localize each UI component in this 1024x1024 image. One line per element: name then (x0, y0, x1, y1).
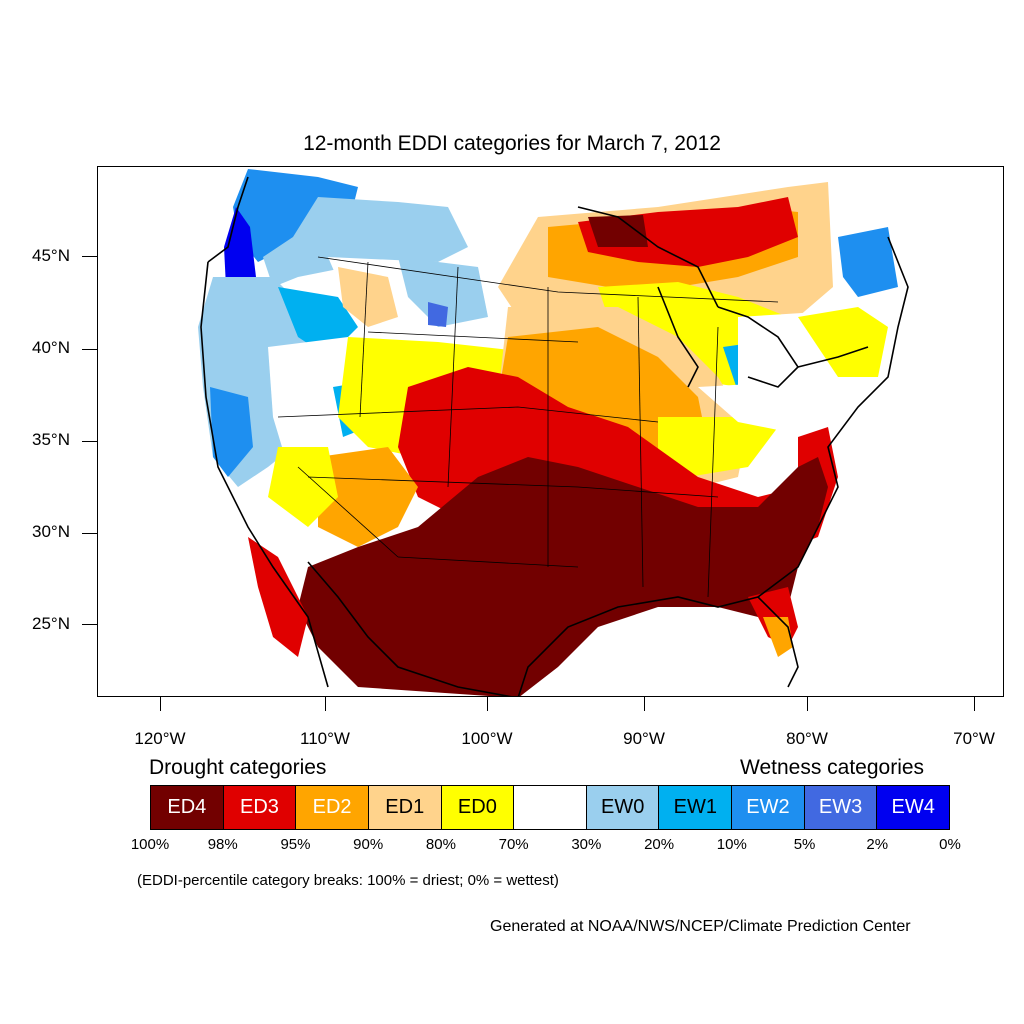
lon-label-110: 110°W (300, 729, 350, 748)
region-ed0-southwest (268, 447, 338, 527)
lat-tick (82, 441, 97, 442)
percent-break-label: 90% (353, 836, 384, 853)
lat-tick (82, 624, 97, 625)
percent-break-label: 2% (866, 836, 889, 853)
region-ew2-montana (428, 302, 448, 327)
percent-break-label: 95% (280, 836, 311, 853)
legend-cell-ed1: ED1 (368, 786, 442, 829)
percent-break-label: 98% (207, 836, 238, 853)
state-borders (277, 256, 779, 598)
lat-label-35: 35°N (32, 430, 70, 449)
lon-label-100: 100°W (461, 729, 513, 748)
percent-break-label: 20% (644, 836, 675, 853)
region-ed0-northeast (798, 307, 888, 377)
legend-cell-ew1: EW1 (659, 786, 733, 829)
credit-line: Generated at NOAA/NWS/NCEP/Climate Predi… (490, 918, 911, 935)
lon-tick (974, 697, 975, 711)
region-ed4-north (588, 215, 648, 247)
lon-label-120: 120°W (134, 729, 186, 748)
legend-cell-ew0: EW0 (586, 786, 660, 829)
lat-tick (82, 533, 97, 534)
wetness-heading: Wetness categories (740, 756, 925, 779)
lat-label-25: 25°N (32, 614, 70, 633)
lat-label-40: 40°N (32, 338, 70, 357)
legend-colorbar: ED4 ED3 ED2 ED1 ED0 EW0 EW1 EW2 EW3 EW4 (150, 785, 950, 830)
legend-cell-ew2: EW2 (732, 786, 805, 829)
chart-title: 12-month EDDI categories for March 7, 20… (303, 132, 721, 155)
drought-heading: Drought categories (149, 756, 327, 779)
lon-tick (325, 697, 326, 711)
legend-cell-ew4: EW4 (877, 786, 950, 829)
percent-break-label: 5% (793, 836, 816, 853)
lon-label-70: 70°W (953, 729, 995, 748)
legend-cell-ed2: ED2 (296, 786, 369, 829)
legend-cell-neutral (514, 786, 587, 829)
eddi-map (198, 169, 909, 696)
percent-break-label: 70% (498, 836, 529, 853)
region-ew2-west (210, 387, 253, 477)
lat-label-30: 30°N (32, 522, 70, 541)
breaks-note: (EDDI-percentile category breaks: 100% =… (137, 872, 559, 889)
region-ed3-north (578, 197, 798, 267)
region-ed3-baja (248, 537, 308, 657)
region-ew0-montana (398, 257, 488, 327)
coastlines (200, 176, 909, 696)
lon-tick (487, 697, 488, 711)
region-ew2-northwest (233, 169, 358, 262)
region-ed4-south (298, 457, 828, 696)
lon-tick (644, 697, 645, 711)
percent-break-label: 80% (425, 836, 456, 853)
lon-label-80: 80°W (786, 729, 828, 748)
region-white-ohio (698, 382, 818, 432)
percent-break-label: 10% (716, 836, 747, 853)
map-frame (97, 166, 1004, 697)
region-ed2-southwest (318, 447, 418, 547)
lat-tick (82, 256, 97, 257)
legend-cell-ed3: ED3 (223, 786, 297, 829)
lon-tick (807, 697, 808, 711)
percent-break-label: 30% (571, 836, 602, 853)
lon-tick (160, 697, 161, 711)
lon-label-90: 90°W (623, 729, 665, 748)
percent-break-label: 100% (130, 836, 170, 853)
region-ed0-ohio (658, 417, 778, 477)
legend-cell-ew3: EW3 (804, 786, 878, 829)
legend-cell-ed4: ED4 (151, 786, 224, 829)
lat-label-45: 45°N (32, 246, 70, 265)
region-ed2-florida (763, 617, 793, 657)
region-ew2-maine (838, 227, 898, 297)
lat-tick (82, 349, 97, 350)
region-ed1-montana (338, 267, 398, 327)
percent-break-label: 0% (939, 836, 961, 853)
legend-cell-ed0: ED0 (441, 786, 515, 829)
